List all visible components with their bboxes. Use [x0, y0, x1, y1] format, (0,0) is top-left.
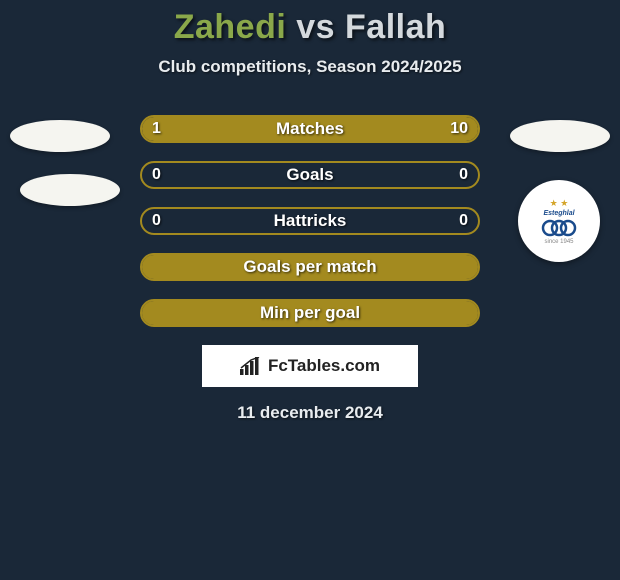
- player2-name: Fallah: [345, 8, 446, 46]
- stat-row: 00Goals: [140, 161, 480, 189]
- club-stars: ★ ★: [550, 198, 569, 209]
- brand-banner[interactable]: FcTables.com: [202, 345, 418, 387]
- club-name: Esteghlal: [543, 210, 574, 217]
- player2-badge: [510, 120, 610, 152]
- stat-label: Goals per match: [142, 255, 478, 279]
- brand-text: FcTables.com: [268, 356, 380, 376]
- page-title: Zahedi vs Fallah: [0, 8, 620, 47]
- club-rings-icon: [541, 219, 577, 237]
- stat-label: Goals: [142, 163, 478, 187]
- stat-row: 00Hattricks: [140, 207, 480, 235]
- comparison-card: Zahedi vs Fallah Club competitions, Seas…: [0, 0, 620, 423]
- stats-list: 110Matches 00Goals 00Hattricks Goals per ma…: [140, 115, 480, 327]
- stat-label: Matches: [142, 117, 478, 141]
- stat-row: Min per goal: [140, 299, 480, 327]
- stat-row: 110Matches: [140, 115, 480, 143]
- player2-club-logo: ★ ★ Esteghlal since 1945: [518, 180, 600, 262]
- vs-text: vs: [296, 8, 335, 46]
- date-text: 11 december 2024: [0, 403, 620, 423]
- subtitle: Club competitions, Season 2024/2025: [0, 57, 620, 77]
- player1-name: Zahedi: [174, 8, 287, 46]
- player1-badge: [10, 120, 110, 152]
- stat-label: Hattricks: [142, 209, 478, 233]
- stat-label: Min per goal: [142, 301, 478, 325]
- brand-chart-icon: [240, 357, 262, 375]
- stat-row: Goals per match: [140, 253, 480, 281]
- club-year: since 1945: [544, 239, 573, 245]
- player1-club-badge: [20, 174, 120, 206]
